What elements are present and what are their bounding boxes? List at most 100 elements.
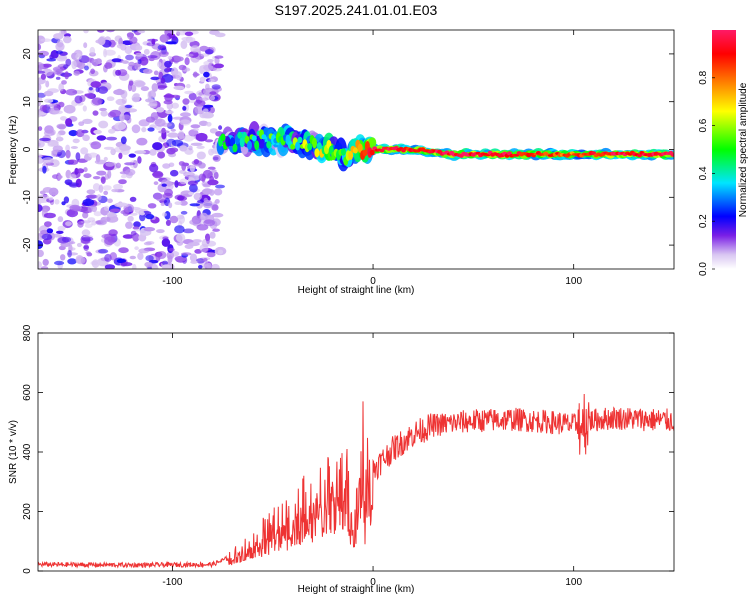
noise-blob xyxy=(83,167,88,173)
noise-blob xyxy=(127,64,136,71)
noise-blob xyxy=(211,263,220,269)
noise-blob xyxy=(184,31,194,36)
noise-blob xyxy=(171,35,178,41)
noise-blob xyxy=(68,241,76,245)
noise-blob xyxy=(55,50,64,54)
noise-blob xyxy=(203,104,214,108)
noise-blob xyxy=(134,62,141,71)
noise-blob xyxy=(113,183,123,190)
heatmap-noise-blobs xyxy=(38,30,227,269)
colorbar: 0.0 0.2 0.4 0.6 0.8 Normalized spectral ampl… xyxy=(698,30,749,276)
noise-blob xyxy=(51,150,57,157)
noise-blob xyxy=(199,212,209,221)
noise-blob xyxy=(218,125,223,130)
noise-blob xyxy=(70,146,78,149)
noise-blob xyxy=(151,83,158,92)
noise-blob xyxy=(193,159,200,165)
noise-blob xyxy=(188,92,197,101)
noise-blob xyxy=(127,82,132,92)
noise-blob xyxy=(198,265,203,269)
noise-blob xyxy=(38,249,44,258)
noise-blob xyxy=(116,88,123,93)
noise-blob xyxy=(213,63,224,69)
noise-blob xyxy=(82,105,87,112)
noise-blob xyxy=(189,183,198,193)
noise-blob xyxy=(137,59,142,65)
snr-series-line xyxy=(38,393,674,569)
noise-blob xyxy=(39,137,51,142)
noise-blob xyxy=(165,41,177,45)
noise-blob xyxy=(215,184,225,189)
noise-blob xyxy=(82,118,93,124)
noise-blob xyxy=(168,247,175,252)
noise-blob xyxy=(153,181,159,186)
noise-blob xyxy=(52,110,63,115)
noise-blob xyxy=(199,76,206,83)
noise-blob xyxy=(83,42,88,49)
noise-blob xyxy=(145,241,155,245)
noise-blob xyxy=(174,225,185,234)
noise-blob xyxy=(182,228,195,234)
noise-blob xyxy=(38,70,46,74)
noise-blob xyxy=(124,104,133,109)
noise-blob xyxy=(92,59,99,67)
noise-blob xyxy=(76,168,85,174)
noise-blob xyxy=(124,162,136,166)
noise-blob xyxy=(82,212,89,219)
noise-blob xyxy=(42,165,47,174)
noise-blob xyxy=(108,128,116,134)
noise-blob xyxy=(155,107,165,113)
noise-blob xyxy=(47,88,59,94)
noise-blob xyxy=(60,254,66,261)
noise-blob xyxy=(188,129,199,137)
y-tick-label: 0 xyxy=(22,568,33,574)
noise-blob xyxy=(163,94,175,98)
noise-blob xyxy=(174,201,182,206)
noise-blob xyxy=(180,190,193,197)
noise-blob xyxy=(42,258,49,266)
ridge-blob xyxy=(314,148,320,158)
ridge-blob xyxy=(230,137,236,147)
noise-blob xyxy=(132,263,137,269)
noise-blob xyxy=(163,100,173,105)
noise-blob xyxy=(178,215,186,224)
noise-blob xyxy=(132,226,140,230)
snr-ylabel: SNR (10 * v/v) xyxy=(8,420,19,484)
noise-blob xyxy=(204,139,214,143)
noise-blob xyxy=(186,83,191,89)
noise-blob xyxy=(119,145,131,151)
noise-blob xyxy=(109,208,121,213)
ridge-blob xyxy=(357,143,363,153)
noise-blob xyxy=(165,110,174,115)
noise-blob xyxy=(96,170,107,176)
noise-blob xyxy=(46,58,57,62)
noise-blob xyxy=(199,97,209,101)
noise-blob xyxy=(129,255,136,260)
noise-blob xyxy=(125,221,133,229)
noise-blob xyxy=(214,32,226,38)
noise-blob xyxy=(46,228,54,234)
noise-blob xyxy=(120,136,127,145)
noise-blob xyxy=(115,162,122,169)
noise-blob xyxy=(161,238,171,247)
noise-blob xyxy=(74,95,83,104)
noise-blob xyxy=(84,223,93,229)
ridge-blob xyxy=(220,133,226,142)
noise-blob xyxy=(161,212,167,217)
noise-blob xyxy=(212,228,220,232)
noise-blob xyxy=(103,156,108,162)
x-tick-label: -100 xyxy=(162,276,182,287)
noise-blob xyxy=(156,81,167,90)
noise-blob xyxy=(118,179,127,185)
noise-blob xyxy=(115,98,127,106)
noise-blob xyxy=(120,210,130,215)
noise-blob xyxy=(38,83,42,91)
noise-blob xyxy=(131,124,141,134)
snr-x-ticks: -100 0 100 xyxy=(162,333,582,588)
noise-blob xyxy=(76,242,82,248)
noise-blob xyxy=(171,139,184,147)
ridge-blob xyxy=(297,136,303,144)
ridge-blob xyxy=(290,143,296,150)
